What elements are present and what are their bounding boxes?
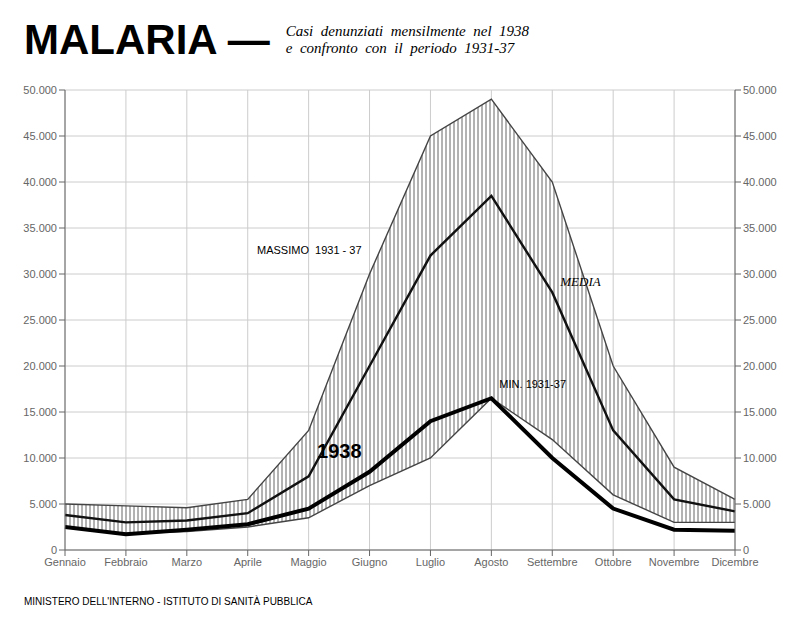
svg-text:1938: 1938 [317, 440, 362, 462]
svg-text:Novembre: Novembre [649, 556, 700, 568]
svg-text:50.000: 50.000 [23, 84, 57, 96]
svg-text:Dicembre: Dicembre [711, 556, 758, 568]
svg-text:20.000: 20.000 [743, 360, 777, 372]
svg-text:Febbraio: Febbraio [104, 556, 147, 568]
svg-text:50.000: 50.000 [743, 84, 777, 96]
svg-text:40.000: 40.000 [23, 176, 57, 188]
svg-text:25.000: 25.000 [743, 314, 777, 326]
svg-text:10.000: 10.000 [743, 452, 777, 464]
svg-text:5.000: 5.000 [743, 498, 771, 510]
svg-text:Giugno: Giugno [352, 556, 387, 568]
svg-text:20.000: 20.000 [23, 360, 57, 372]
svg-text:Maggio: Maggio [291, 556, 327, 568]
svg-text:MASSIMO 1931 - 37: MASSIMO 1931 - 37 [257, 244, 362, 256]
svg-text:0: 0 [51, 544, 57, 556]
html-text:e confronto con il periodo 193: e confronto con il periodo 1931-37 [285, 40, 515, 56]
svg-text:Ottobre: Ottobre [595, 556, 632, 568]
html-text:Casi denunziati mensilmente ne: Casi denunziati mensilmente nel 1938 [285, 23, 530, 39]
html-text:MINISTERO DELL'INTERNO - ISTIT: MINISTERO DELL'INTERNO - ISTITUTO DI SAN… [24, 596, 313, 607]
svg-text:MIN. 1931-37: MIN. 1931-37 [499, 378, 566, 390]
svg-text:45.000: 45.000 [743, 130, 777, 142]
svg-text:Aprile: Aprile [234, 556, 262, 568]
svg-text:5.000: 5.000 [29, 498, 57, 510]
svg-text:10.000: 10.000 [23, 452, 57, 464]
svg-text:Gennaio: Gennaio [44, 556, 86, 568]
svg-text:40.000: 40.000 [743, 176, 777, 188]
svg-text:15.000: 15.000 [23, 406, 57, 418]
svg-text:25.000: 25.000 [23, 314, 57, 326]
svg-text:30.000: 30.000 [743, 268, 777, 280]
svg-text:Marzo: Marzo [172, 556, 203, 568]
svg-text:45.000: 45.000 [23, 130, 57, 142]
svg-text:MEDIA: MEDIA [559, 274, 600, 289]
svg-text:35.000: 35.000 [23, 222, 57, 234]
svg-text:Settembre: Settembre [527, 556, 578, 568]
svg-text:15.000: 15.000 [743, 406, 777, 418]
svg-text:0: 0 [743, 544, 749, 556]
svg-text:35.000: 35.000 [743, 222, 777, 234]
svg-text:30.000: 30.000 [23, 268, 57, 280]
svg-text:Agosto: Agosto [474, 556, 508, 568]
html-text:MALARIA —: MALARIA — [24, 16, 270, 63]
svg-text:Luglio: Luglio [416, 556, 445, 568]
